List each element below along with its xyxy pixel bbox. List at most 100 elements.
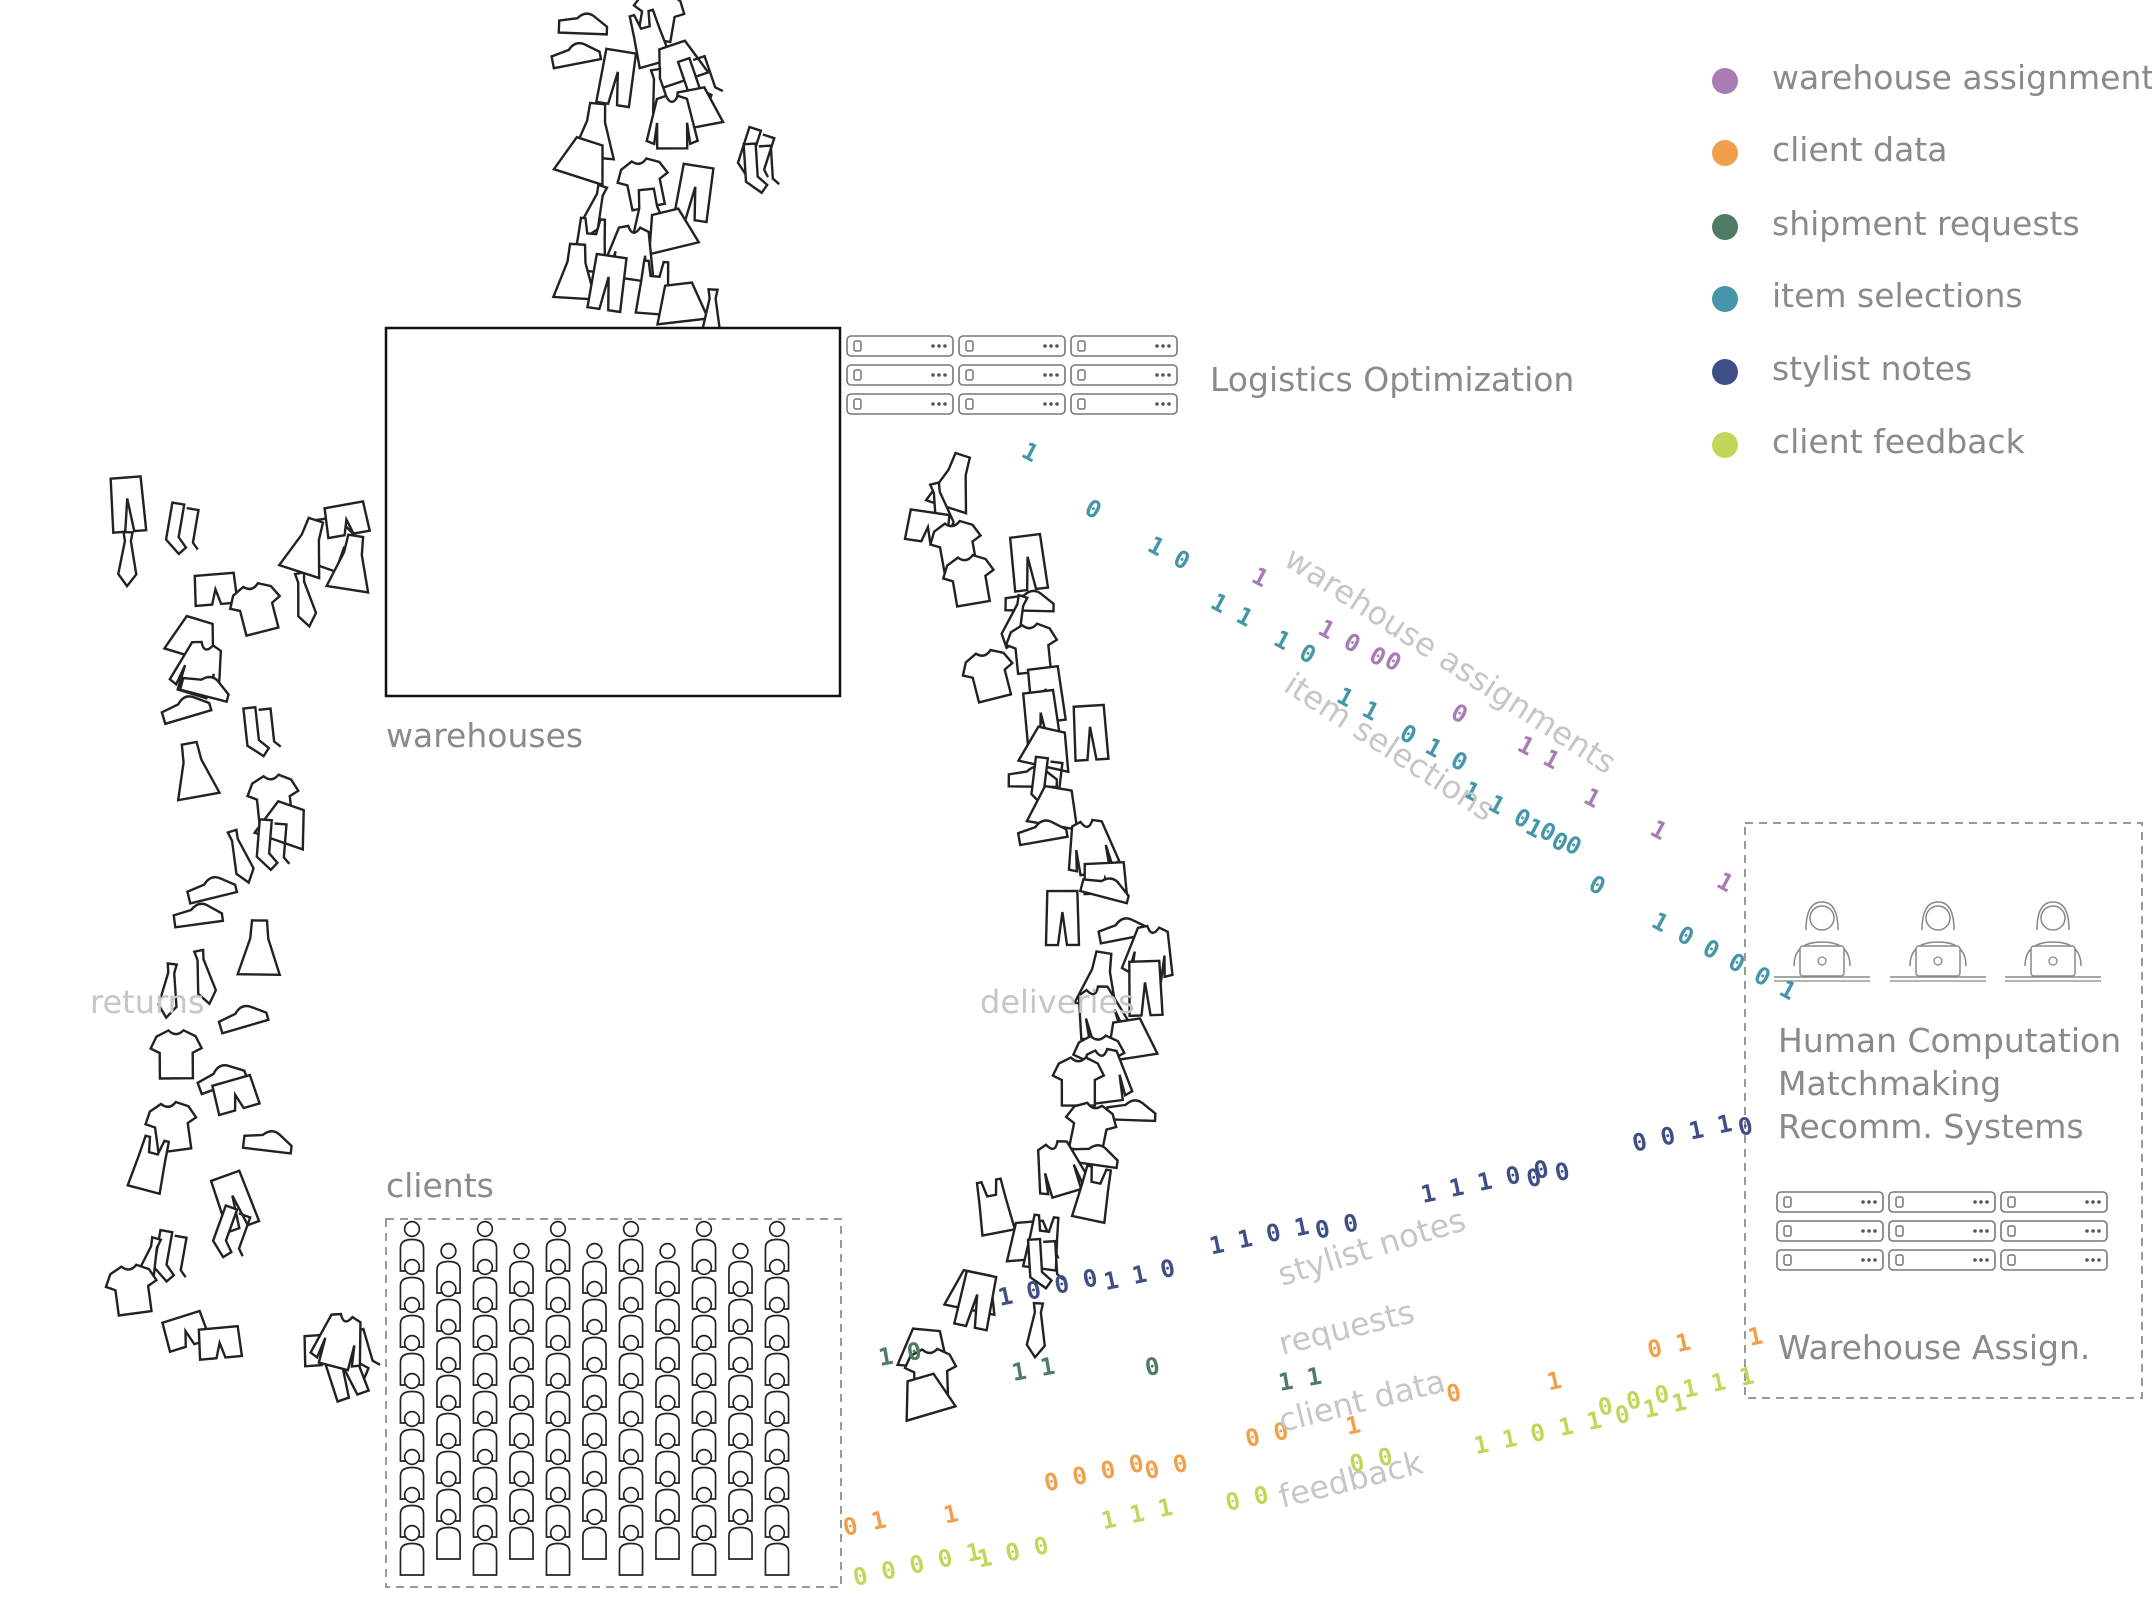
- legend-label: stylist notes: [1772, 349, 1973, 388]
- bit-orange: 0 1: [1645, 1328, 1693, 1364]
- bit-teal: 1: [1017, 437, 1043, 469]
- pants-icon: [208, 1169, 261, 1234]
- socks-icon: [742, 141, 781, 195]
- dress-icon: [236, 918, 282, 976]
- human-computation-line2: Matchmaking: [1778, 1064, 2002, 1103]
- legend-dot: [1712, 140, 1738, 166]
- shirt-icon: [149, 1028, 204, 1080]
- socks-icon: [162, 501, 207, 559]
- shoe-icon: [215, 999, 270, 1035]
- stylist-worker-icon: [1889, 901, 1987, 982]
- bit-teal: 1 0: [1143, 531, 1194, 576]
- pants-icon: [595, 47, 639, 109]
- legend-label: client feedback: [1772, 422, 2025, 461]
- server-icon: [846, 364, 954, 386]
- server-icon: [958, 393, 1066, 415]
- bit-navy: 1 1 0: [1101, 1254, 1177, 1296]
- server-icon: [2000, 1249, 2108, 1271]
- bit-lime: 1 1 1: [1099, 1493, 1175, 1535]
- server-icon: [958, 364, 1066, 386]
- bit-navy: 0 0 1 1: [1630, 1109, 1735, 1157]
- flow-label-requests: requests: [1275, 1292, 1418, 1362]
- warehouse-assign-label: Warehouse Assign.: [1778, 1328, 2091, 1367]
- shirt-icon: [957, 644, 1021, 706]
- bit-orange: 0 0 0 0: [1042, 1449, 1147, 1497]
- client-person-icon: [472, 1524, 498, 1576]
- server-icon: [1888, 1220, 1996, 1242]
- client-person-icon: [655, 1508, 680, 1560]
- client-person-icon: [436, 1508, 461, 1560]
- warehouses-label: warehouses: [386, 716, 584, 755]
- stylist-worker-icon: [1773, 901, 1871, 982]
- clients-label: clients: [386, 1166, 494, 1205]
- bit-orange: 0 1: [840, 1505, 888, 1541]
- bit-navy: 1 0 0 0: [995, 1263, 1100, 1311]
- shoe-icon: [184, 871, 239, 905]
- bit-teal: 1 1: [1206, 588, 1257, 633]
- server-icon: [1070, 364, 1178, 386]
- shoe-icon: [557, 11, 609, 36]
- client-person-icon: [582, 1508, 607, 1560]
- bit-purple: 1: [1247, 562, 1273, 594]
- legend-dot: [1712, 286, 1738, 312]
- bit-orange: 1: [1745, 1321, 1765, 1351]
- legend-label: client data: [1772, 130, 1948, 169]
- server-icon: [846, 335, 954, 357]
- client-person-icon: [545, 1524, 571, 1576]
- legend-label: shipment requests: [1772, 204, 2080, 243]
- logistics-optimization-label: Logistics Optimization: [1210, 360, 1575, 399]
- bit-purple: 1: [1646, 814, 1672, 846]
- legend-dot: [1712, 432, 1738, 458]
- bit-navy: 0: [1735, 1111, 1755, 1141]
- client-person-icon: [399, 1524, 425, 1576]
- client-person-icon: [509, 1508, 534, 1560]
- stylist-worker-icon: [2004, 901, 2102, 982]
- client-person-icon: [764, 1524, 790, 1576]
- client-person-icon: [618, 1524, 644, 1576]
- bit-teal: 1 0: [1269, 625, 1320, 670]
- server-icon: [1888, 1249, 1996, 1271]
- clients-box: [385, 1218, 842, 1588]
- bit-orange: 0: [1444, 1378, 1464, 1408]
- server-icon: [1070, 393, 1178, 415]
- pants-icon: [1007, 532, 1050, 593]
- tank-top-icon: [126, 1133, 175, 1196]
- logistics-server-rack: [846, 335, 1178, 415]
- tie-icon: [1024, 1301, 1049, 1360]
- warehouses-box: [384, 326, 842, 698]
- shoe-icon: [241, 1126, 295, 1155]
- bit-green: 1 1: [1010, 1352, 1058, 1387]
- bit-lime: 1 0 0: [975, 1531, 1051, 1573]
- tie-icon: [116, 530, 139, 588]
- legend-dot: [1712, 214, 1738, 240]
- server-icon: [1776, 1191, 1884, 1213]
- shoe-icon: [1004, 589, 1056, 613]
- bit-teal: 0: [1584, 870, 1610, 902]
- stylist-workers: [1773, 901, 2102, 982]
- tank-top-icon: [971, 1176, 1017, 1237]
- tie-icon: [289, 570, 320, 630]
- bit-lime: 0 0: [1223, 1480, 1271, 1516]
- deliveries-label: deliveries: [980, 983, 1135, 1021]
- server-icon: [2000, 1191, 2108, 1213]
- client-person-icon: [691, 1524, 717, 1576]
- server-icon: [2000, 1220, 2108, 1242]
- server-icon: [1070, 335, 1178, 357]
- legend-dot: [1712, 68, 1738, 94]
- garment-cycle: [102, 0, 1180, 1422]
- client-person-icon: [728, 1508, 753, 1560]
- bit-orange: 0 0: [1142, 1449, 1190, 1485]
- bit-lime: 0 0 0 0 1: [850, 1537, 983, 1591]
- server-icon: [1888, 1191, 1996, 1213]
- recommendation-server-rack: [1776, 1191, 2108, 1271]
- bit-orange: 1: [1544, 1366, 1564, 1396]
- pants-icon: [1044, 889, 1081, 947]
- shoe-icon: [171, 899, 225, 929]
- server-icon: [958, 335, 1066, 357]
- bit-orange: 1: [941, 1499, 961, 1529]
- legend-label: item selections: [1772, 276, 2023, 315]
- human-computation-box: [1744, 822, 2143, 1399]
- dress-icon: [167, 738, 221, 802]
- bit-purple: 1: [1579, 782, 1605, 814]
